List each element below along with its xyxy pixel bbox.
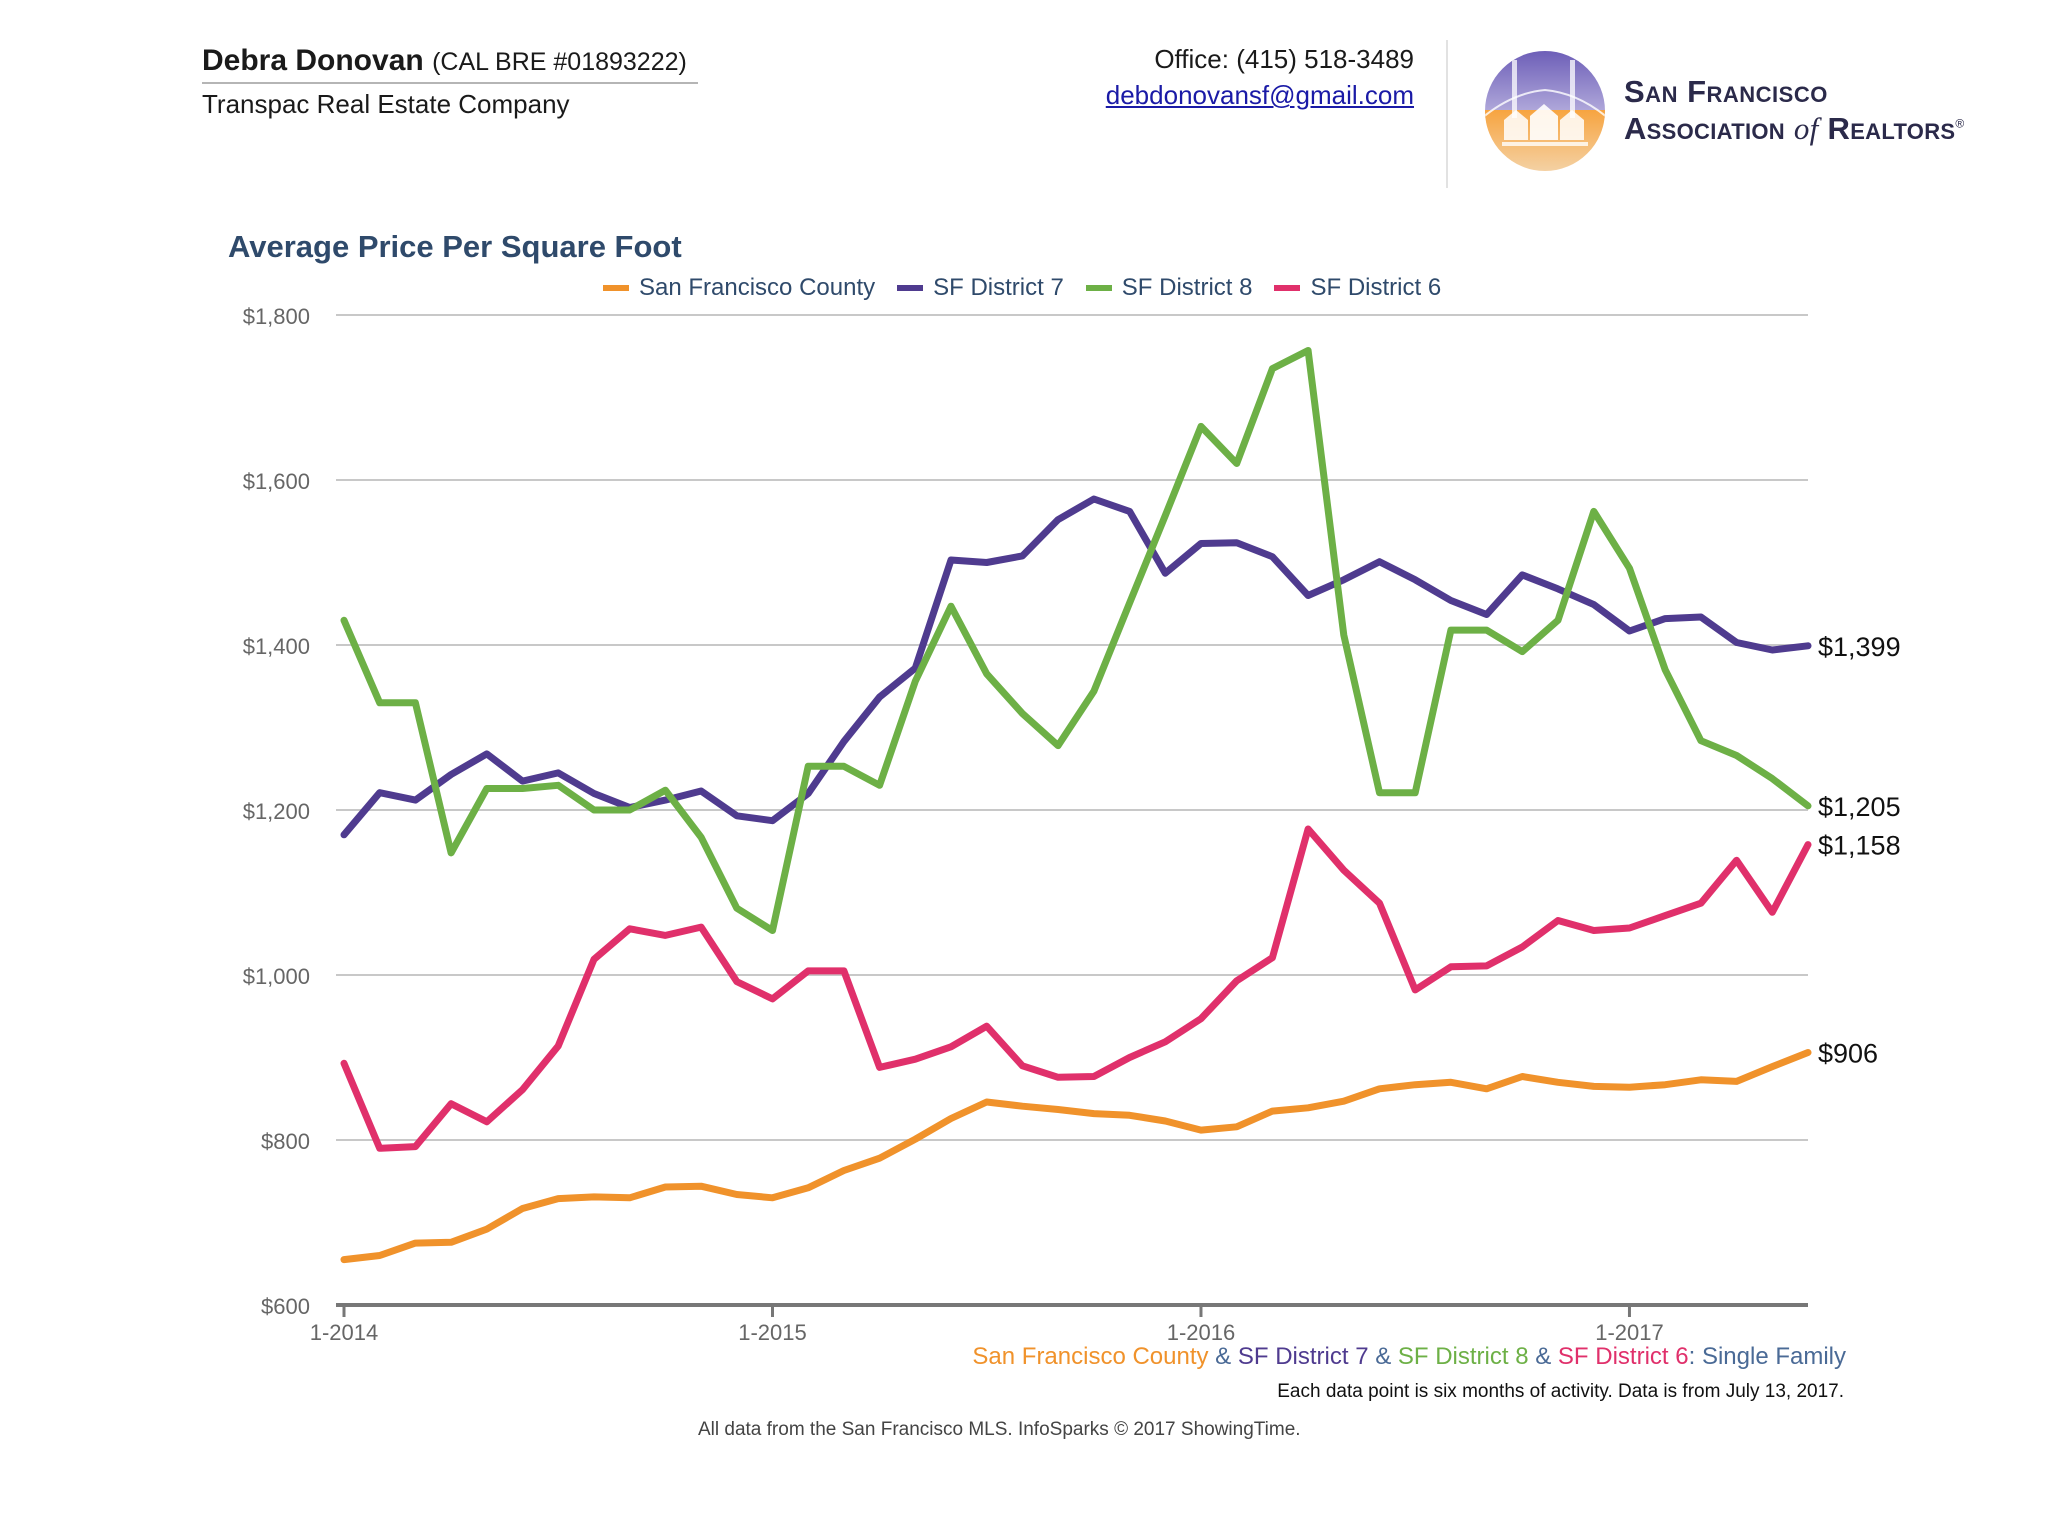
footer-series-part: SF District 7 <box>1237 1343 1369 1370</box>
series-end-label: $1,399 <box>1818 632 1901 662</box>
logo-line1-text: San Francisco <box>1624 74 1828 109</box>
x-tick-label: 1-2014 <box>310 1320 379 1345</box>
footer-note: Each data point is six months of activit… <box>1277 1381 1844 1402</box>
header-rule <box>202 82 698 84</box>
legend-swatch <box>603 285 629 291</box>
footer-series-part: & <box>1208 1343 1238 1370</box>
legend-label: SF District 6 <box>1310 274 1442 301</box>
y-tick-label: $1,200 <box>243 799 310 824</box>
legend-swatch <box>1085 285 1112 291</box>
legend-item: San Francisco County <box>603 274 875 302</box>
y-tick-label: $1,400 <box>243 634 310 659</box>
legend-label: SF District 7 <box>933 274 1064 301</box>
footer-series-part: SF District 8 <box>1397 1343 1529 1370</box>
series-end-label: $1,205 <box>1818 792 1901 822</box>
office-phone: Office: (415) 518-3489 <box>1154 44 1414 74</box>
x-tick-label: 1-2016 <box>1167 1320 1236 1345</box>
series-line <box>340 347 1812 934</box>
y-tick-label: $1,000 <box>243 964 310 989</box>
agent-company: Transpac Real Estate Company <box>202 89 570 119</box>
legend-swatch <box>1274 285 1301 291</box>
footer-series-part: & <box>1528 1343 1558 1370</box>
series-end-label: $906 <box>1818 1039 1878 1069</box>
legend-item: SF District 7 <box>897 274 1064 302</box>
footer-series-part: SF District 6 <box>1557 1343 1689 1370</box>
x-tick-label: 1-2017 <box>1595 1320 1664 1345</box>
email-link[interactable]: debdonovansf@gmail.com <box>1105 80 1414 110</box>
x-tick-label: 1-2015 <box>738 1320 807 1345</box>
y-tick-label: $800 <box>261 1129 310 1154</box>
header-divider <box>1446 40 1448 188</box>
legend-item: SF District 8 <box>1085 274 1253 302</box>
footer-source: All data from the San Francisco MLS. Inf… <box>698 1419 1301 1440</box>
legend-label: SF District 8 <box>1121 274 1253 301</box>
logo-line2-a: Association <box>1624 111 1794 146</box>
y-tick-label: $600 <box>261 1294 310 1319</box>
agent-license: (CAL BRE #01893222) <box>432 48 687 76</box>
series-line <box>340 495 1812 839</box>
series-end-label: $1,158 <box>1818 831 1901 861</box>
logo-line-2: Association of Realtors® <box>1624 111 1965 147</box>
logo-line2-b: of <box>1793 111 1819 146</box>
agent-name: Debra Donovan <box>202 44 424 77</box>
series-line <box>340 1049 1812 1264</box>
footer-series-line: San Francisco County & SF District 7 & S… <box>972 1343 1846 1371</box>
logo-registered-mark: ® <box>1955 116 1965 131</box>
logo-line-1: San Francisco <box>1624 74 1828 110</box>
legend-item: SF District 6 <box>1274 274 1441 302</box>
logo-line2-c: Realtors <box>1818 111 1956 146</box>
footer-series-part: : Single Family <box>1688 1343 1846 1370</box>
agent-name-line: Debra Donovan (CAL BRE #01893222) <box>202 44 687 78</box>
y-tick-label: $1,600 <box>243 469 310 494</box>
legend-label: San Francisco County <box>639 274 876 301</box>
footer-series-part: & <box>1368 1343 1398 1370</box>
y-tick-label: $1,800 <box>243 304 310 329</box>
chart-title: Average Price Per Square Foot <box>228 229 682 264</box>
series-line <box>340 825 1812 1152</box>
legend-swatch <box>897 285 924 291</box>
footer-series-part: San Francisco County <box>972 1343 1209 1370</box>
sf-realtors-logo-icon <box>1485 51 1605 171</box>
chart-legend: San Francisco County SF District 7 SF Dist… <box>603 274 1441 302</box>
